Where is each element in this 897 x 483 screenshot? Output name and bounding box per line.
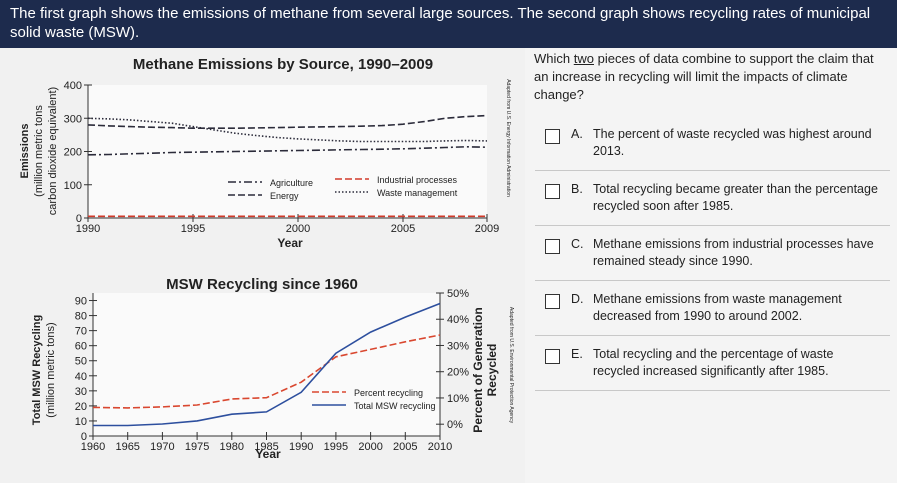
legend-label: Percent recycling [354,388,423,398]
y-tick-label: 30 [75,386,87,398]
y-tick-label: 20 [75,401,87,413]
y-tick-label: 60 [75,341,87,353]
y-tick-label: 0 [76,213,82,225]
y-tick-label: 90 [75,296,87,308]
y-tick-label: 50 [75,356,87,368]
x-tick-label: 1960 [81,441,105,453]
option-text: Methane emissions from waste management … [593,292,842,323]
answer-option[interactable]: B. Total recycling became greater than th… [535,175,890,226]
chart-title: MSW Recycling since 1960 [166,276,358,293]
checkbox[interactable] [545,294,560,309]
x-tick-label: 2010 [428,441,452,453]
y2-tick-label: 20% [447,367,469,379]
y-axis-label: Total MSW Recycling [31,315,43,425]
x-tick-label: 1995 [324,441,348,453]
y-tick-label: 70 [75,326,87,338]
data-line [87,117,488,143]
x-tick-label: 1975 [185,441,209,453]
source-note: Adapted from U.S. Environmental Protecti… [508,307,514,424]
y-tick-label: 40 [75,371,87,383]
answer-option[interactable]: D. Methane emissions from waste managemen… [535,285,890,336]
y2-axis-label: Percent of Generation [471,307,485,432]
charts-panel: Methane Emissions by Source, 1990–200901… [0,48,525,483]
y-tick-label: 200 [64,147,82,159]
answer-option[interactable]: A. The percent of waste recycled was high… [535,120,890,171]
x-tick-label: 1990 [289,441,313,453]
y2-tick-label: 30% [447,340,469,352]
option-letter: D. [571,292,584,306]
option-letter: A. [571,127,583,141]
question-prompt: Which two pieces of data combine to supp… [534,50,884,104]
y-tick-label: 300 [64,113,82,125]
x-tick-label: 1985 [254,441,278,453]
option-letter: B. [571,182,583,196]
x-axis-label: Year [277,236,303,250]
x-tick-label: 2000 [358,441,382,453]
x-tick-label: 2009 [475,223,499,235]
checkbox[interactable] [545,129,560,144]
legend-label: Total MSW recycling [354,401,436,411]
checkbox[interactable] [545,349,560,364]
x-tick-label: 1990 [76,223,100,235]
source-note: Adapted from U.S. Energy Information Adm… [505,79,511,197]
legend-label: Waste management [377,188,458,198]
answer-option[interactable]: C. Methane emissions from industrial proc… [535,230,890,281]
x-tick-label: 1995 [181,223,205,235]
x-tick-label: 1965 [115,441,139,453]
data-line [92,334,441,409]
header: The first graph shows the emissions of m… [0,0,897,48]
option-text: Methane emissions from industrial proces… [593,237,874,268]
question-panel: Which two pieces of data combine to supp… [525,48,897,483]
option-letter: C. [571,237,584,251]
plot-area [93,293,440,436]
x-tick-label: 1980 [220,441,244,453]
y-tick-label: 400 [64,80,82,92]
checkbox[interactable] [545,184,560,199]
data-line [93,302,441,427]
y2-tick-label: 50% [447,288,469,300]
legend-label: Energy [270,191,299,201]
data-line [87,145,488,156]
checkbox[interactable] [545,239,560,254]
x-tick-label: 2005 [391,223,415,235]
option-text: The percent of waste recycled was highes… [593,127,872,158]
y-axis-label: (million metric tons) [45,322,57,417]
y-axis-label: carbon dioxide equivalent) [47,87,59,215]
y2-tick-label: 40% [447,314,469,326]
y2-tick-label: 0% [447,419,463,431]
legend-label: Industrial processes [377,175,458,185]
x-axis-label: Year [255,447,281,461]
option-text: Total recycling became greater than the … [593,182,878,213]
option-letter: E. [571,347,583,361]
y-tick-label: 10 [75,416,87,428]
prompt-text: Which [534,51,571,66]
x-tick-label: 1970 [150,441,174,453]
x-tick-label: 2005 [393,441,417,453]
plot-area [88,85,487,218]
y-axis-label: Emissions [19,123,31,178]
y2-axis-label: Recycled [485,344,499,397]
answer-option[interactable]: E. Total recycling and the percentage of … [535,340,890,391]
prompt-text: pieces of data combine to support the cl… [534,51,874,102]
y2-tick-label: 10% [447,393,469,405]
y-tick-label: 100 [64,180,82,192]
y-tick-label: 0 [81,431,87,443]
y-axis-label: (million metric tons [33,105,45,197]
option-text: Total recycling and the percentage of wa… [593,347,834,378]
y-tick-label: 80 [75,311,87,323]
prompt-emphasis: two [573,51,594,66]
data-line [87,114,488,129]
chart-title: Methane Emissions by Source, 1990–2009 [133,56,433,73]
legend-label: Agriculture [270,178,313,188]
x-tick-label: 2000 [286,223,310,235]
